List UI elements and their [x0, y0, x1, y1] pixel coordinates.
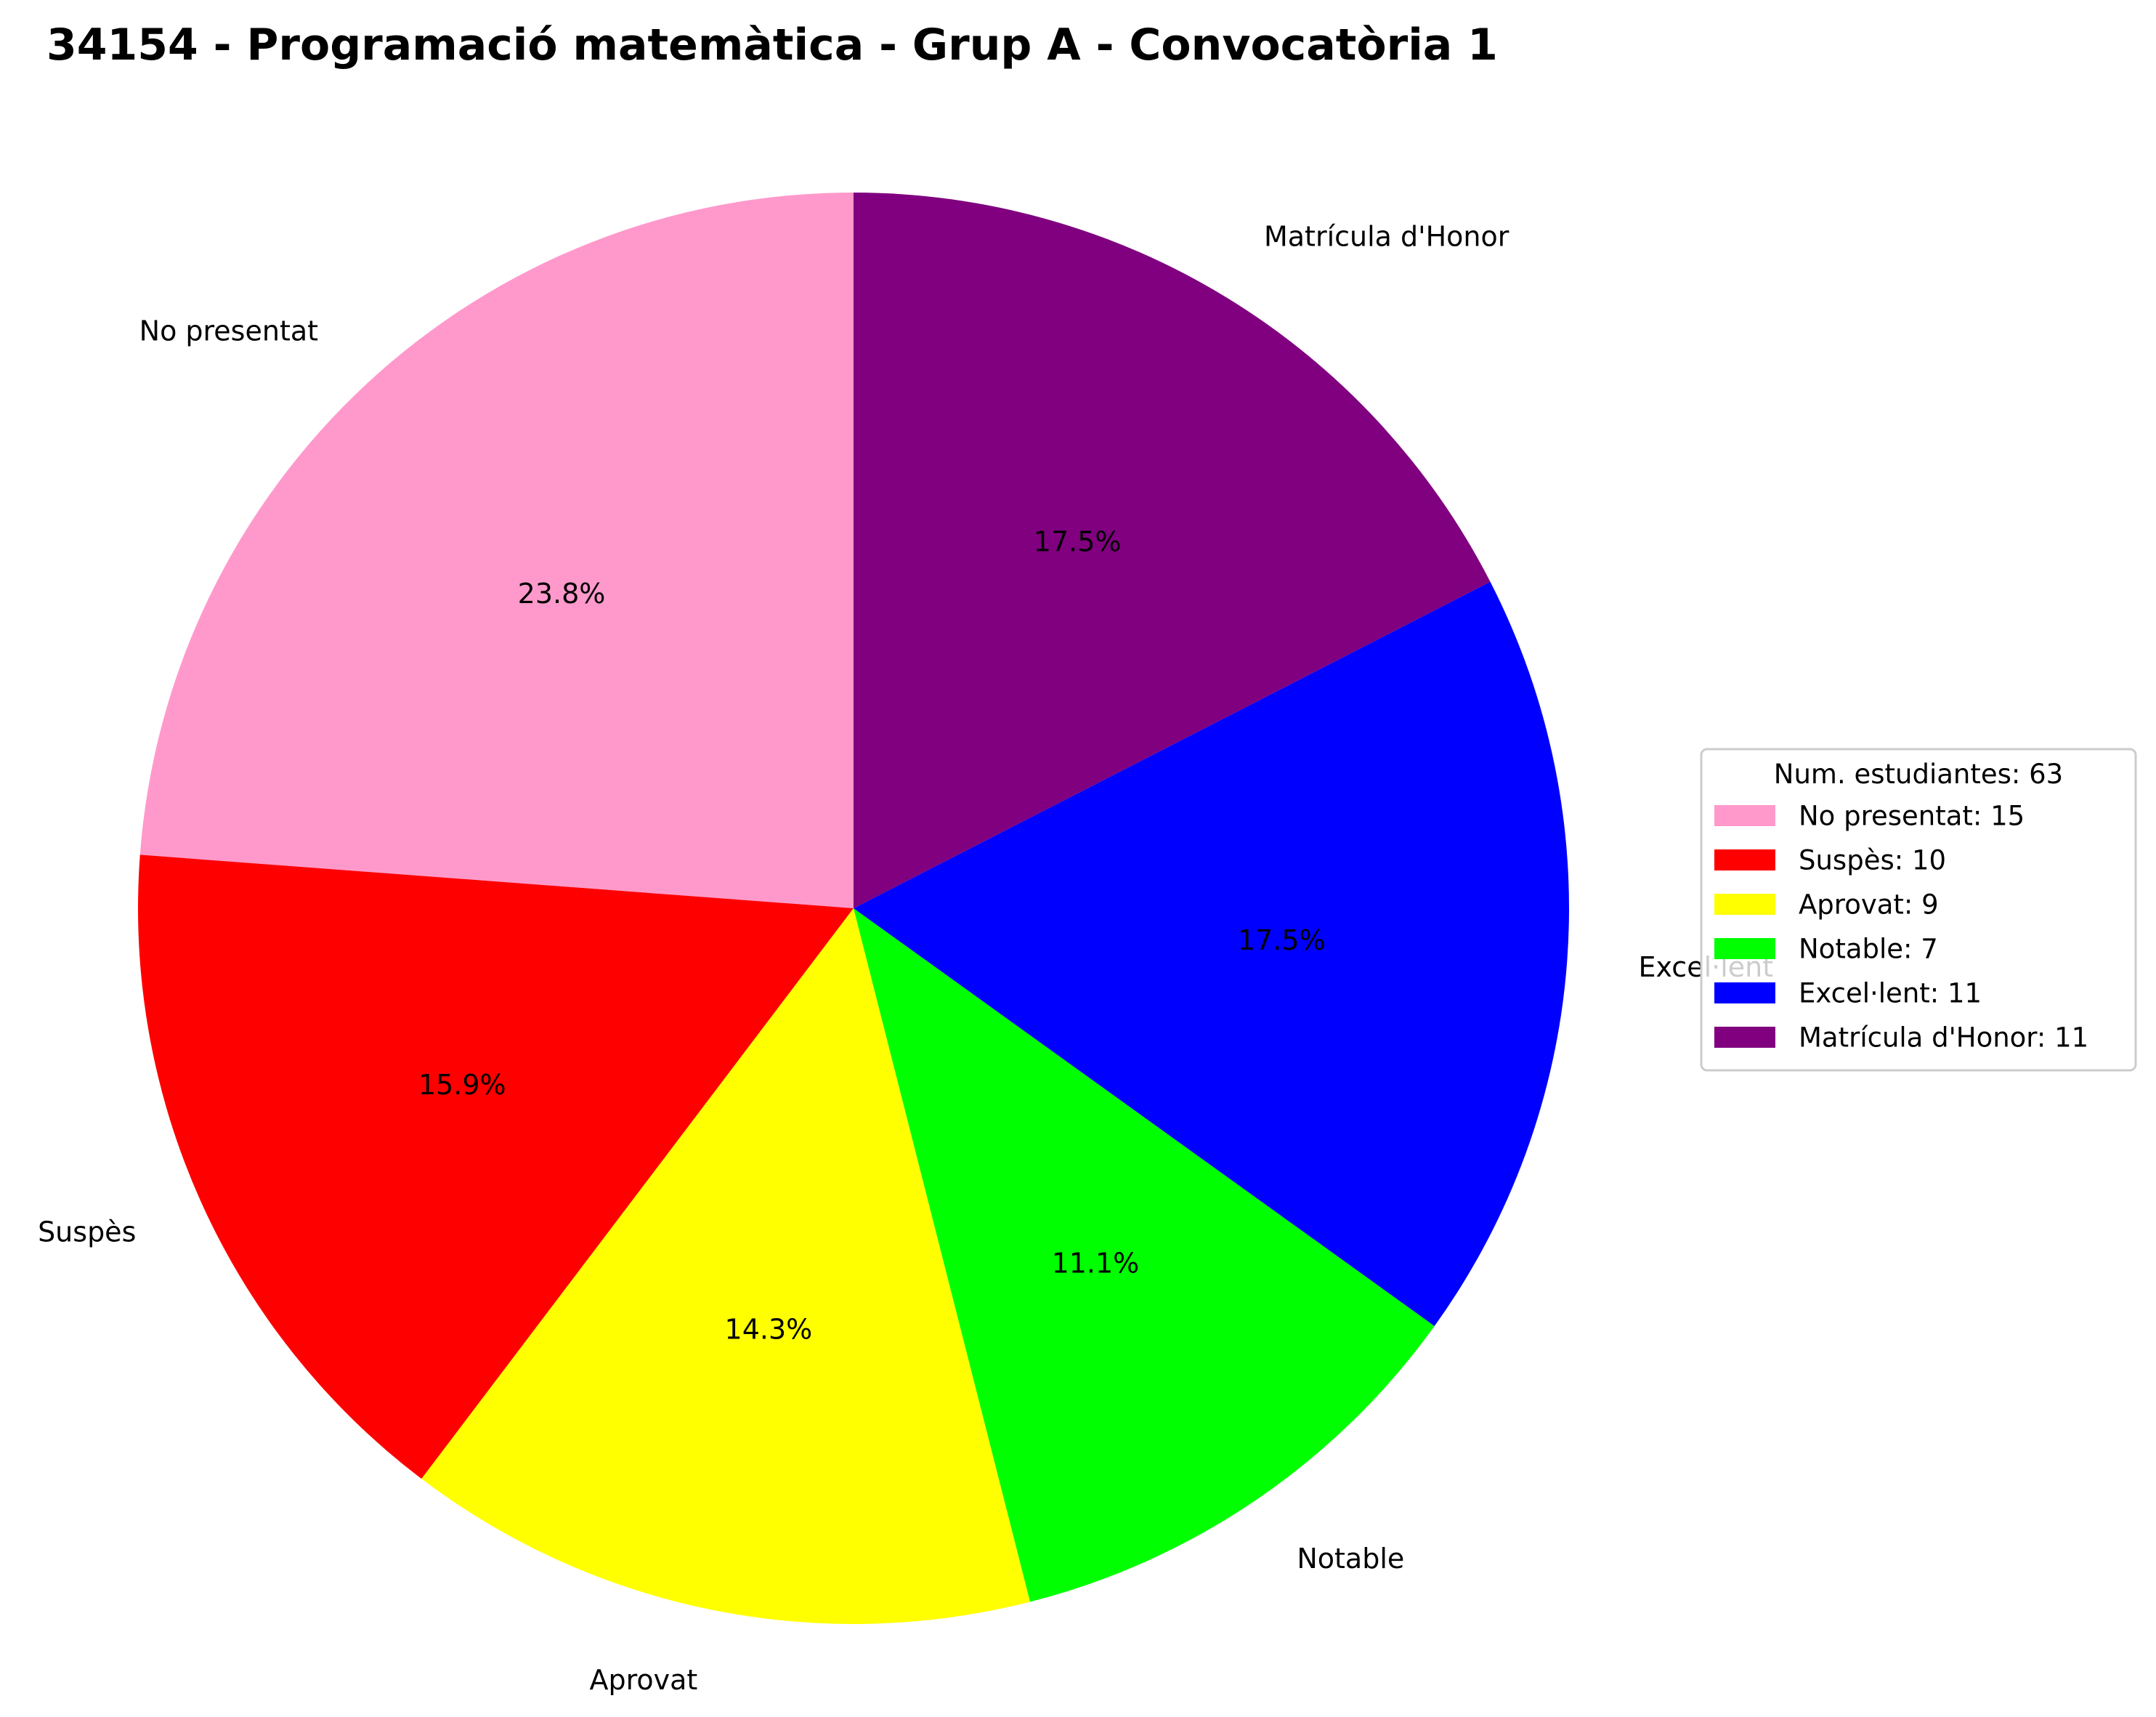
slices-layer [138, 193, 1569, 1624]
pct-label-suspes: 15.9% [418, 1069, 506, 1101]
pie-slice-excel-lent [854, 581, 1569, 1326]
legend-swatch-suspes [1714, 849, 1775, 870]
legend-swatch-no-presentat [1714, 805, 1775, 826]
slice-label-matricula-d-honor: Matrícula d'Honor [1264, 220, 1509, 252]
legend-entry-aprovat: Aprovat: 9 [1799, 889, 1939, 921]
pct-label-notable: 11.1% [1052, 1247, 1140, 1279]
legend-frame [1700, 748, 2137, 1072]
labels-layer: 23.8% No presentat 15.9% Suspès 14.3% Aprovat… [38, 220, 1773, 1696]
pct-label-matricula-d-honor: 17.5% [1034, 526, 1122, 558]
pie-slice-no-presentat [139, 193, 854, 908]
pct-label-aprovat: 14.3% [725, 1313, 813, 1345]
chart-title: 34154 - Programació matemàtica - Grup A … [46, 20, 1498, 70]
legend-swatch-aprovat [1714, 894, 1775, 915]
legend-entry-matricula-d-honor: Matrícula d'Honor: 11 [1799, 1022, 2088, 1054]
slice-label-suspes: Suspès [38, 1216, 136, 1248]
legend-entry-excel-lent: Excel·lent: 11 [1799, 978, 1982, 1009]
legend-swatch-excel-lent [1714, 982, 1775, 1003]
legend-entry-notable: Notable: 7 [1799, 934, 1938, 965]
pct-label-no-presentat: 23.8% [518, 578, 606, 610]
legend-entry-no-presentat: No presentat: 15 [1799, 801, 2025, 832]
pie-slice-suspes [138, 855, 854, 1479]
slice-label-no-presentat: No presentat [139, 315, 318, 347]
legend-title: Num. estudiantes: 63 [1774, 759, 2063, 790]
pct-label-excel-lent: 17.5% [1238, 924, 1326, 956]
pie-slice-notable [854, 908, 1435, 1602]
legend-swatch-notable [1714, 938, 1775, 959]
legend-entry-suspes: Suspès: 10 [1799, 845, 1946, 876]
slice-label-aprovat: Aprovat [589, 1664, 697, 1696]
pie-slice-matricula-d-honor [854, 193, 1491, 908]
pie-slice-aprovat [421, 908, 1031, 1624]
legend-swatch-matricula-d-honor [1714, 1027, 1775, 1048]
slice-label-notable: Notable [1297, 1543, 1404, 1575]
legend: Num. estudiantes: 63 No presentat: 15 Sus… [1700, 748, 2137, 1072]
